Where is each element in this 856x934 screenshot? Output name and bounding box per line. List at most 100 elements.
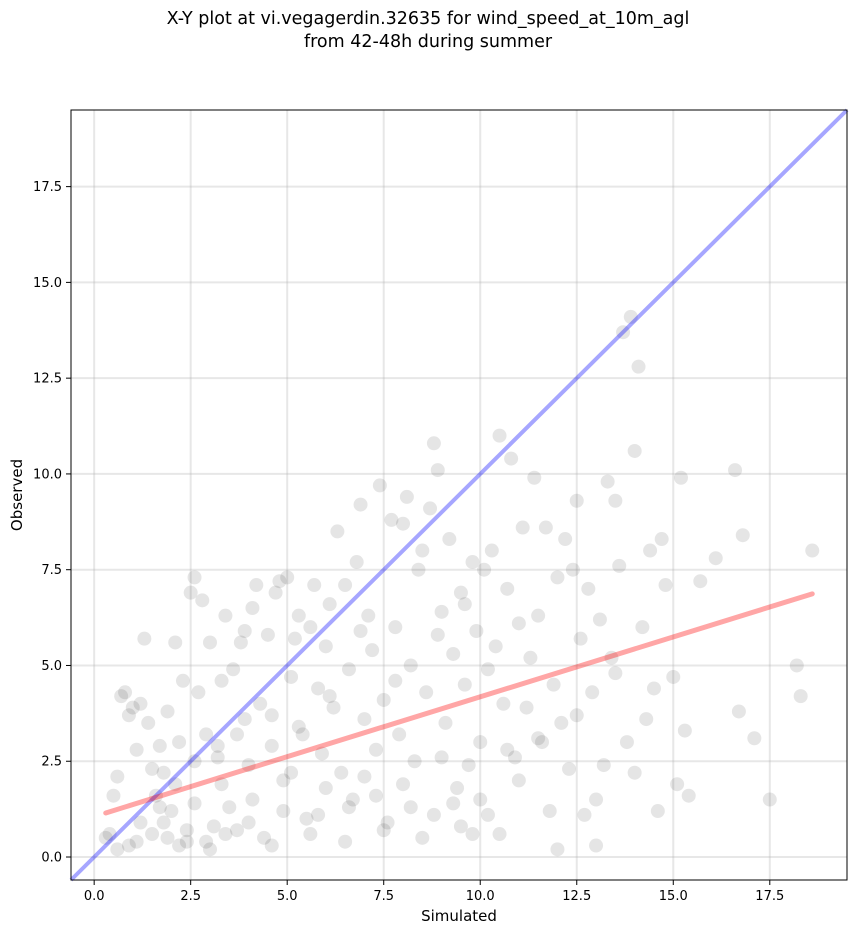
data-point [426, 807, 441, 822]
data-point [415, 543, 430, 558]
data-point [731, 704, 746, 719]
data-point [164, 804, 179, 819]
data-point [338, 834, 353, 849]
data-point [338, 578, 353, 593]
data-point [643, 543, 658, 558]
y-tick-label-3: 7.5 [41, 563, 62, 578]
data-point [133, 696, 148, 711]
data-point [596, 758, 611, 773]
data-point [276, 773, 291, 788]
data-point [264, 738, 279, 753]
data-point [303, 620, 318, 635]
data-point [322, 689, 337, 704]
data-point [160, 704, 175, 719]
data-point [179, 834, 194, 849]
data-point [202, 635, 217, 650]
data-point [608, 493, 623, 508]
reference-lines [69, 108, 849, 882]
data-point [287, 631, 302, 646]
data-point [349, 555, 364, 570]
identity-line [69, 108, 849, 882]
data-point [210, 738, 225, 753]
y-tick-label-4: 10.0 [33, 467, 62, 482]
data-point [600, 474, 615, 489]
x-axis-label: Simulated [421, 907, 497, 925]
data-point [639, 712, 654, 727]
data-point [581, 581, 596, 596]
data-point [677, 723, 692, 738]
y-axis-label: Observed [8, 459, 26, 531]
data-point [230, 727, 245, 742]
data-point [658, 578, 673, 593]
data-point [361, 608, 376, 623]
data-point [388, 673, 403, 688]
data-point [627, 443, 642, 458]
data-point [604, 650, 619, 665]
x-tick-label-1: 2.5 [180, 889, 201, 904]
y-axis-ticks: 0.0 2.5 5.0 7.5 10.0 12.5 15.0 17.5 [33, 180, 71, 866]
data-point [554, 715, 569, 730]
data-point [172, 735, 187, 750]
data-point [249, 578, 264, 593]
x-tick-label-6: 15.0 [659, 889, 688, 904]
data-point [230, 823, 245, 838]
data-point [284, 669, 299, 684]
data-point [793, 689, 808, 704]
data-point [453, 585, 468, 600]
y-tick-label-5: 12.5 [33, 372, 62, 387]
data-point [623, 309, 638, 324]
chart-title-line1: X-Y plot at vi.vegagerdin.32635 for wind… [166, 9, 690, 29]
data-point [805, 543, 820, 558]
data-point [457, 597, 472, 612]
data-point [152, 738, 167, 753]
data-point [550, 570, 565, 585]
data-point [264, 708, 279, 723]
data-point [318, 781, 333, 796]
data-point [341, 800, 356, 815]
data-point [291, 719, 306, 734]
data-point [141, 715, 156, 730]
data-point [550, 842, 565, 857]
data-point [284, 765, 299, 780]
data-point [396, 516, 411, 531]
data-point [172, 838, 187, 853]
data-point [372, 478, 387, 493]
x-tick-label-0: 0.0 [84, 889, 105, 904]
data-point [650, 804, 665, 819]
data-point [152, 800, 167, 815]
data-point [589, 792, 604, 807]
data-point [646, 681, 661, 696]
data-point [477, 562, 492, 577]
data-point [110, 842, 125, 857]
data-point [357, 769, 372, 784]
data-point [612, 558, 627, 573]
data-point [735, 528, 750, 543]
data-point [299, 811, 314, 826]
data-point [708, 551, 723, 566]
data-point [307, 578, 322, 593]
data-point [222, 800, 237, 815]
data-point [446, 646, 461, 661]
data-point [187, 570, 202, 585]
data-point [419, 685, 434, 700]
data-point [573, 631, 588, 646]
data-point [264, 838, 279, 853]
data-point [129, 742, 144, 757]
data-point [303, 827, 318, 842]
data-point [480, 807, 495, 822]
data-point [202, 842, 217, 857]
data-point [434, 750, 449, 765]
data-point [589, 838, 604, 853]
data-point [565, 562, 580, 577]
x-tick-label-3: 7.5 [373, 889, 394, 904]
data-point [187, 754, 202, 769]
data-point [496, 696, 511, 711]
data-point [430, 463, 445, 478]
data-point [542, 804, 557, 819]
data-point [569, 493, 584, 508]
data-point [237, 623, 252, 638]
data-point [535, 735, 550, 750]
y-tick-label-2: 5.0 [41, 659, 62, 674]
data-point [245, 601, 260, 616]
